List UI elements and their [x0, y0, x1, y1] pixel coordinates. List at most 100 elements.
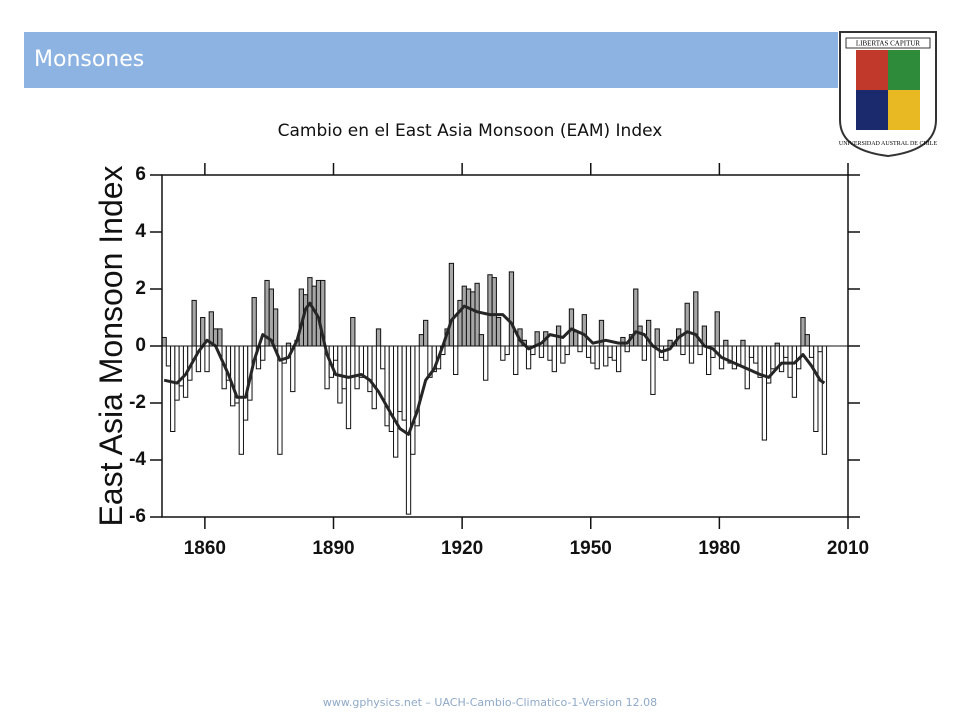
bar — [345, 345, 352, 430]
bar — [500, 345, 506, 361]
bar — [302, 294, 309, 347]
bar — [465, 288, 472, 347]
bar — [508, 271, 515, 347]
logo-name: UNIVERSIDAD AUSTRAL DE CHILE — [839, 141, 938, 147]
bar — [688, 345, 695, 364]
bar — [560, 345, 566, 364]
bar — [808, 345, 815, 358]
bar — [551, 345, 557, 373]
bar — [804, 334, 810, 347]
bar — [723, 339, 729, 347]
bar — [680, 345, 686, 356]
y-tick-label: -6 — [129, 506, 146, 527]
bar — [397, 345, 403, 413]
x-tick-label: 1950 — [570, 538, 612, 559]
bar — [268, 288, 274, 347]
bar — [547, 345, 553, 361]
logo-blue — [856, 90, 888, 130]
bar — [333, 345, 339, 361]
bar — [230, 345, 236, 407]
bar — [821, 345, 828, 455]
bar — [714, 311, 720, 347]
bar — [817, 345, 823, 353]
bar — [448, 262, 455, 347]
logo-motto: LIBERTAS CAPITUR — [856, 40, 920, 48]
y-tick-label: 2 — [135, 278, 146, 299]
y-tick-label: -2 — [129, 392, 146, 413]
smooth-line — [163, 301, 826, 436]
bar — [272, 308, 279, 347]
footer: www.gphysics.net – UACH-Cambio-Climatico… — [323, 696, 657, 709]
bar — [358, 345, 365, 378]
bar — [637, 325, 643, 347]
bar — [393, 345, 399, 458]
bar — [384, 345, 390, 427]
bar — [663, 345, 669, 361]
bar — [813, 345, 819, 432]
y-tick-label: 0 — [135, 335, 146, 356]
bar — [783, 345, 789, 358]
bar — [474, 282, 480, 347]
logo-yellow — [888, 90, 920, 130]
bar — [401, 345, 407, 421]
bar — [585, 345, 592, 358]
y-axis-label: East Asia Monsoon Index — [93, 165, 129, 526]
bar — [615, 345, 622, 373]
bar — [590, 345, 596, 364]
bar — [367, 345, 373, 393]
bar — [573, 331, 579, 347]
bar — [491, 277, 497, 347]
logo-ribbon — [845, 37, 931, 49]
bar — [778, 345, 785, 373]
x-tick-label: 2010 — [827, 538, 869, 559]
bar — [311, 285, 317, 347]
bar — [277, 345, 283, 455]
bar — [748, 345, 755, 358]
bar — [706, 345, 712, 375]
bar — [423, 319, 429, 347]
bar — [791, 345, 798, 398]
bar — [174, 345, 180, 401]
bar — [380, 345, 386, 370]
logo: LIBERTAS CAPITUR UNIVERSIDAD AUSTRAL DE … — [839, 31, 938, 158]
x-tick-label: 1980 — [698, 538, 740, 559]
bar — [607, 345, 613, 358]
bar — [581, 314, 587, 347]
bar — [251, 297, 257, 347]
x-tick-label: 1890 — [312, 538, 354, 559]
bar — [350, 317, 356, 347]
bar — [217, 328, 223, 347]
bar — [418, 334, 425, 347]
bar — [611, 345, 617, 361]
bar — [260, 345, 266, 361]
bar — [564, 345, 570, 356]
bar — [470, 291, 476, 347]
bar — [165, 345, 172, 367]
bar — [354, 345, 360, 390]
bar — [654, 328, 660, 347]
bar — [375, 328, 382, 347]
logo-red — [856, 50, 888, 90]
bar — [761, 345, 768, 441]
bar — [238, 345, 244, 455]
bar — [641, 345, 647, 361]
bar — [633, 288, 639, 347]
bar — [770, 345, 776, 370]
bar — [341, 345, 347, 390]
bar — [191, 299, 197, 347]
chart-title: Cambio en el East Asia Monsoon (EAM) Ind… — [278, 121, 663, 141]
bar — [538, 345, 545, 358]
bar — [487, 274, 493, 347]
header-title: Monsones — [34, 47, 144, 72]
bar — [577, 345, 583, 353]
bar — [478, 334, 485, 347]
bar — [624, 345, 630, 353]
bar — [242, 345, 249, 421]
bar — [513, 345, 519, 375]
bar — [204, 345, 210, 373]
bar — [307, 277, 313, 347]
header-bar — [24, 32, 838, 88]
logo-green — [888, 50, 920, 90]
bar — [684, 302, 690, 347]
